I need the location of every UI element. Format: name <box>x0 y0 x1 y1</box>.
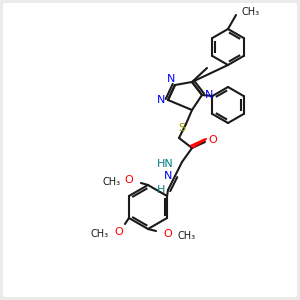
Text: S: S <box>178 123 186 133</box>
Text: N: N <box>157 95 165 105</box>
Text: N: N <box>167 74 175 84</box>
FancyBboxPatch shape <box>3 3 297 297</box>
Text: H: H <box>157 185 165 195</box>
Text: N: N <box>164 171 172 181</box>
Text: O: O <box>124 175 134 185</box>
Text: CH₃: CH₃ <box>242 7 260 17</box>
Text: O: O <box>208 135 217 145</box>
Text: CH₃: CH₃ <box>178 231 196 241</box>
Text: CH₃: CH₃ <box>103 177 121 187</box>
Text: N: N <box>205 90 213 100</box>
Text: O: O <box>115 227 123 237</box>
Text: CH₃: CH₃ <box>91 229 109 239</box>
Text: O: O <box>164 229 172 239</box>
Text: HN: HN <box>157 159 174 169</box>
